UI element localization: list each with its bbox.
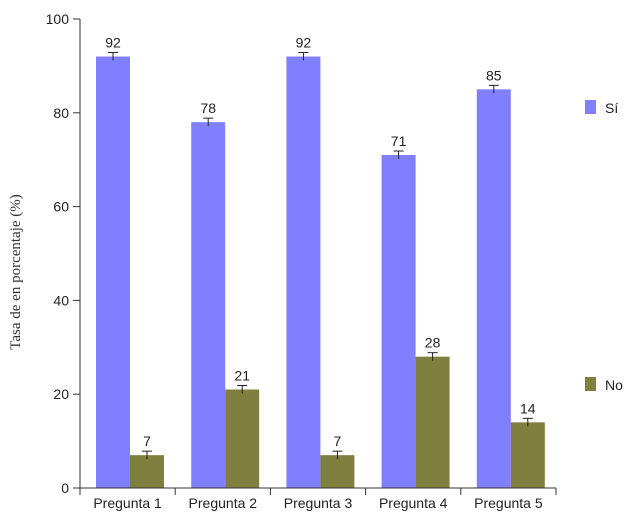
y-tick-label: 20 — [53, 386, 69, 402]
x-tick-label: Pregunta 2 — [189, 495, 258, 511]
x-tick-label: Pregunta 3 — [284, 495, 353, 511]
legend: Sí No — [585, 100, 623, 393]
data-label: 71 — [391, 133, 407, 149]
y-tick-label: 60 — [53, 199, 69, 215]
y-tick-label: 0 — [61, 480, 69, 496]
bars: 92 78 92 71 85 7 21 7 28 14 — [96, 35, 545, 489]
y-tick-label: 40 — [53, 292, 69, 308]
bar-no — [415, 356, 450, 488]
y-tick-label: 100 — [46, 11, 70, 27]
bar-no — [510, 422, 545, 488]
bar-si — [476, 89, 511, 488]
x-tick-label: Pregunta 5 — [474, 495, 543, 511]
bar-no — [320, 455, 355, 488]
legend-label: No — [605, 377, 623, 393]
x-tick-label: Pregunta 4 — [379, 495, 448, 511]
bar-no — [225, 389, 260, 488]
legend-swatch — [585, 100, 596, 114]
x-axis: Pregunta 1 Pregunta 2 Pregunta 3 Pregunta 4… — [79, 487, 557, 511]
data-label: 14 — [520, 400, 536, 416]
data-label: 92 — [105, 35, 121, 51]
data-label: 78 — [200, 100, 216, 116]
y-axis: 0 20 40 60 80 100 — [46, 11, 81, 496]
data-label: 7 — [334, 433, 342, 449]
bar-si — [96, 56, 130, 489]
bar-no — [130, 455, 164, 488]
y-axis-label: Tasa de en porcentaje (%) — [8, 194, 24, 350]
bar-si — [191, 122, 226, 489]
bar-si — [381, 155, 416, 488]
data-label: 7 — [143, 433, 151, 449]
data-label: 85 — [486, 67, 502, 83]
x-tick-label: Pregunta 1 — [93, 495, 162, 511]
bar-si — [286, 56, 321, 489]
data-label: 21 — [234, 368, 250, 384]
legend-label: Sí — [605, 100, 618, 116]
legend-swatch — [585, 377, 596, 391]
data-label: 28 — [425, 335, 441, 351]
y-tick-label: 80 — [53, 105, 69, 121]
data-label: 92 — [296, 35, 312, 51]
